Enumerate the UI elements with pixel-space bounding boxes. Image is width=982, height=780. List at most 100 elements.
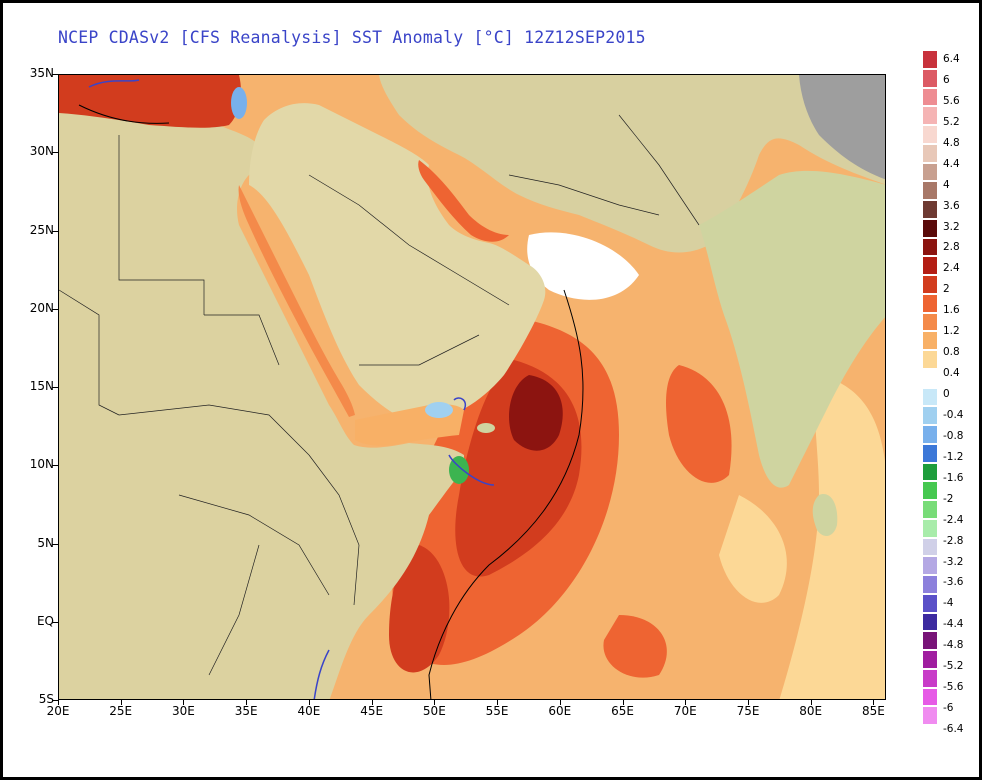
red-sea xyxy=(238,185,355,417)
colorbar-swatch xyxy=(922,275,938,294)
lon-tick-label: 60E xyxy=(548,704,572,718)
lat-tick-mark xyxy=(52,387,58,388)
colorbar-swatch xyxy=(922,481,938,500)
colorbar-swatch xyxy=(922,706,938,725)
colorbar-swatch xyxy=(922,593,938,613)
zero-contour-line xyxy=(428,289,584,699)
high-terrain-gray xyxy=(799,75,885,180)
colorbar-label: 2.8 xyxy=(943,241,960,254)
near-zero-anomaly-patch xyxy=(527,232,639,300)
colorbar-swatch xyxy=(922,293,938,313)
colorbar-swatch xyxy=(922,687,938,707)
lat-tick-mark xyxy=(52,621,58,623)
colorbar-swatch xyxy=(922,237,938,257)
socotra-island xyxy=(477,423,495,433)
colorbar-swatch xyxy=(922,181,938,200)
cool-patch-south xyxy=(719,495,787,603)
country-borders xyxy=(59,114,700,676)
colorbar-swatch xyxy=(922,200,938,219)
lon-tick-mark xyxy=(810,700,812,705)
indian-subcontinent xyxy=(699,170,885,488)
colorbar-label: 2.4 xyxy=(943,262,960,275)
lon-tick-mark xyxy=(120,700,122,705)
mediterranean-contour xyxy=(78,104,170,124)
colorbar-swatch xyxy=(922,518,938,538)
peak-warm-anomaly-region xyxy=(509,375,563,451)
colorbar-swatch xyxy=(922,368,938,388)
colorbar-swatch xyxy=(922,125,938,144)
gulf-aden-cool-anomaly xyxy=(425,402,453,418)
colorbar-label: -2.4 xyxy=(943,513,964,526)
colorbar-label: 5.2 xyxy=(943,115,960,128)
colorbar-label: -3.2 xyxy=(943,555,964,568)
lat-tick-label: 10N xyxy=(29,457,54,472)
colorbar-swatch xyxy=(922,406,938,425)
persian-gulf xyxy=(418,160,509,242)
lat-tick-mark xyxy=(52,543,58,545)
lon-tick-label: 75E xyxy=(736,704,760,718)
colorbar-swatch xyxy=(922,331,938,350)
lat-tick-label: 5S xyxy=(38,692,54,706)
colorbar-label: -4.4 xyxy=(943,618,964,631)
colorbar-swatch xyxy=(922,443,938,463)
colorbar-label: 0.4 xyxy=(943,367,960,380)
colorbar-swatch xyxy=(922,500,938,519)
colorbar-label: -4 xyxy=(943,597,954,610)
lat-tick-mark xyxy=(52,152,58,154)
colorbar-label: -2.8 xyxy=(943,534,964,547)
lat-tick-mark xyxy=(52,74,58,75)
lat-tick-label: 20N xyxy=(29,300,54,315)
colorbar-label: 4.4 xyxy=(943,157,960,170)
colorbar-swatch xyxy=(922,68,938,88)
colorbar-swatch xyxy=(922,462,938,482)
colorbar-swatch xyxy=(922,143,938,163)
colorbar-label: -5.2 xyxy=(943,660,964,673)
lat-tick-mark xyxy=(52,308,58,310)
lat-tick-label: EQ xyxy=(36,613,54,628)
iran-asia-landmass xyxy=(379,75,885,253)
colorbar-label: -6.4 xyxy=(943,723,964,735)
cool-contour-blue-2 xyxy=(448,454,495,486)
colorbar-swatch xyxy=(922,612,938,632)
colorbar-label: 2 xyxy=(943,283,950,296)
colorbar-label: 1.6 xyxy=(943,304,960,317)
lon-tick-mark xyxy=(308,700,310,705)
lon-tick-mark xyxy=(371,700,373,705)
lon-tick-label: 70E xyxy=(673,704,697,718)
lat-tick-label: 30N xyxy=(29,144,54,159)
lat-tick-mark xyxy=(52,230,58,232)
colorbar-label: -4.8 xyxy=(943,639,964,652)
colorbar-label: -6 xyxy=(943,702,954,715)
lon-tick-label: 85E xyxy=(862,704,885,718)
lon-tick-label: 65E xyxy=(611,704,634,718)
somali-warm-anomaly xyxy=(389,545,450,673)
lon-tick-label: 35E xyxy=(234,704,258,718)
lon-tick-label: 55E xyxy=(485,704,509,718)
colorbar-swatch xyxy=(922,668,938,688)
lon-tick-label: 25E xyxy=(109,704,133,718)
colorbar-label: -5.6 xyxy=(943,681,964,694)
colorbar-swatch xyxy=(922,218,938,238)
colorbar-label: 0 xyxy=(943,388,950,400)
colorbar-swatch xyxy=(922,312,938,332)
lon-tick-mark xyxy=(497,700,499,705)
lon-tick-label: 80E xyxy=(799,704,823,718)
colorbar-label: 3.2 xyxy=(943,220,960,233)
colorbar-label: 0.8 xyxy=(943,346,960,359)
colorbar-label: 3.6 xyxy=(943,199,960,212)
colorbar-swatch xyxy=(922,387,938,407)
lon-tick-mark xyxy=(622,700,624,705)
lon-tick-mark xyxy=(183,700,185,705)
lon-tick-mark xyxy=(873,700,875,705)
lon-tick-mark xyxy=(434,700,436,705)
colorbar-swatch xyxy=(922,87,938,107)
colorbar-label: -0.8 xyxy=(943,429,964,442)
southern-warm-anomaly xyxy=(603,615,667,678)
colorbar-swatch xyxy=(922,631,938,650)
bay-of-bengal-mild-anomaly xyxy=(779,375,885,699)
lon-tick-mark xyxy=(559,700,561,705)
colorbar-label: -1.2 xyxy=(943,450,964,463)
colorbar-swatch xyxy=(922,575,938,594)
lat-tick-label: 25N xyxy=(29,222,54,237)
sst-anomaly-map xyxy=(58,74,886,700)
